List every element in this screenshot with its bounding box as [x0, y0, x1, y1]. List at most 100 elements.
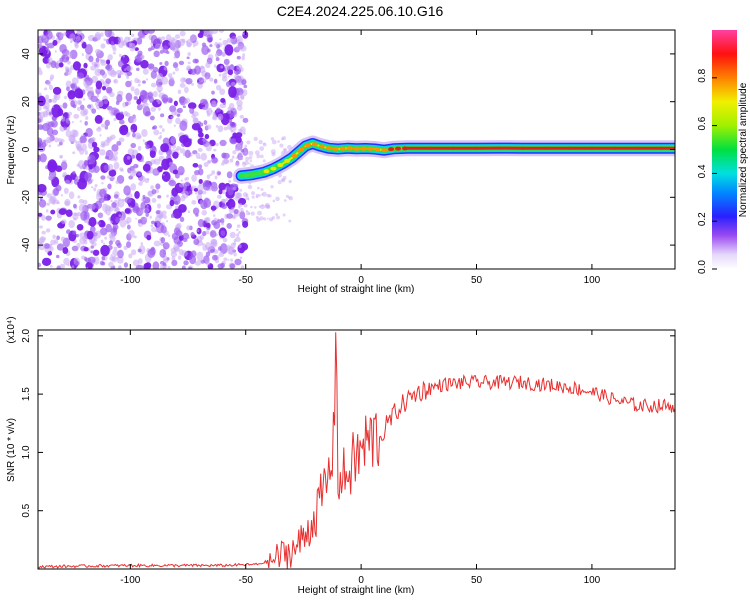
noise-blob — [101, 255, 106, 261]
noise-blob — [76, 179, 79, 183]
noise-blob — [170, 251, 178, 258]
noise-blob — [65, 209, 73, 218]
noise-blob — [144, 217, 148, 221]
spectrogram-ticks: -100 -50 0 50 100 -40 -20 0 20 40 — [21, 30, 675, 286]
noise-blob — [108, 169, 117, 177]
noise-blob — [219, 243, 228, 255]
noise-blob — [272, 199, 276, 203]
noise-blob — [172, 151, 179, 159]
noise-blob — [128, 229, 135, 238]
noise-blob — [258, 194, 261, 197]
noise-blob — [113, 246, 118, 251]
noise-blob — [128, 42, 133, 47]
noise-blob — [187, 102, 197, 110]
noise-blob — [171, 256, 176, 261]
noise-blob — [52, 86, 62, 95]
noise-blob — [167, 266, 171, 269]
noise-blob — [78, 203, 85, 212]
noise-blob — [92, 249, 100, 256]
noise-blob — [197, 81, 203, 89]
noise-blob — [160, 237, 166, 244]
noise-blob — [226, 37, 233, 43]
noise-blob — [228, 85, 237, 98]
noise-blob — [174, 45, 179, 50]
noise-blob — [234, 109, 237, 112]
noise-blob — [135, 152, 142, 161]
noise-blob — [145, 212, 149, 217]
noise-blob — [130, 33, 135, 38]
noise-blob — [126, 65, 133, 72]
noise-blob — [171, 110, 177, 116]
noise-blob — [238, 244, 242, 249]
noise-blob — [104, 119, 110, 127]
noise-blob — [210, 248, 215, 253]
noise-blob — [179, 120, 188, 132]
noise-blob — [266, 217, 269, 220]
ridge-peak — [284, 158, 291, 163]
noise-blob — [73, 203, 77, 209]
noise-blob — [137, 135, 142, 139]
noise-blob — [171, 259, 178, 267]
noise-blob — [78, 198, 84, 204]
noise-blob — [219, 88, 226, 96]
noise-blob — [168, 73, 173, 78]
noise-blob — [76, 72, 85, 80]
noise-blob — [82, 98, 86, 101]
noise-blob — [205, 62, 211, 69]
noise-blob — [191, 174, 197, 182]
noise-blob — [70, 83, 76, 89]
noise-blob — [211, 30, 219, 35]
noise-blob — [48, 111, 53, 116]
noise-blob — [100, 59, 105, 64]
noise-blob — [184, 181, 190, 187]
noise-blob — [202, 231, 207, 237]
noise-blob — [203, 161, 209, 168]
noise-blob — [247, 198, 250, 201]
noise-blob — [239, 188, 243, 192]
noise-blob — [71, 265, 75, 269]
noise-blob — [49, 265, 53, 268]
noise-blob — [282, 213, 286, 217]
noise-blob — [64, 95, 67, 100]
noise-blob — [164, 60, 169, 67]
noise-blob — [175, 117, 181, 125]
noise-blob — [236, 233, 240, 237]
noise-blob — [85, 115, 89, 121]
noise-blob — [38, 183, 47, 193]
noise-blob — [94, 31, 102, 41]
noise-blob — [263, 217, 267, 221]
noise-blob — [159, 124, 163, 129]
noise-blob — [162, 262, 167, 267]
noise-blob — [83, 62, 88, 69]
noise-blob — [169, 76, 174, 81]
noise-blob — [95, 80, 103, 90]
noise-blob — [77, 195, 81, 199]
noise-blob — [238, 203, 243, 208]
noise-blob — [108, 261, 114, 268]
noise-blob — [271, 139, 277, 145]
noise-blob — [105, 86, 113, 94]
noise-blob — [79, 232, 86, 238]
noise-blob — [140, 54, 145, 59]
noise-blob — [43, 87, 48, 91]
ridge-peak — [242, 173, 249, 178]
noise-blob — [282, 136, 286, 141]
noise-blob — [105, 64, 111, 70]
noise-blob — [195, 152, 201, 159]
noise-blob — [218, 251, 225, 258]
noise-blob — [107, 136, 113, 141]
ridge-peak — [298, 147, 305, 152]
noise-blob — [80, 109, 88, 117]
noise-blob — [61, 219, 67, 225]
noise-blob — [239, 256, 243, 260]
noise-blob — [222, 158, 229, 165]
noise-blob — [203, 198, 212, 208]
noise-blob — [232, 132, 238, 139]
noise-blob — [180, 179, 183, 182]
noise-blob — [211, 184, 218, 192]
ridge-peak — [325, 146, 332, 151]
noise-blob — [150, 224, 154, 228]
noise-blob — [71, 121, 74, 124]
noise-blob — [97, 99, 104, 108]
noise-blob — [46, 193, 53, 198]
